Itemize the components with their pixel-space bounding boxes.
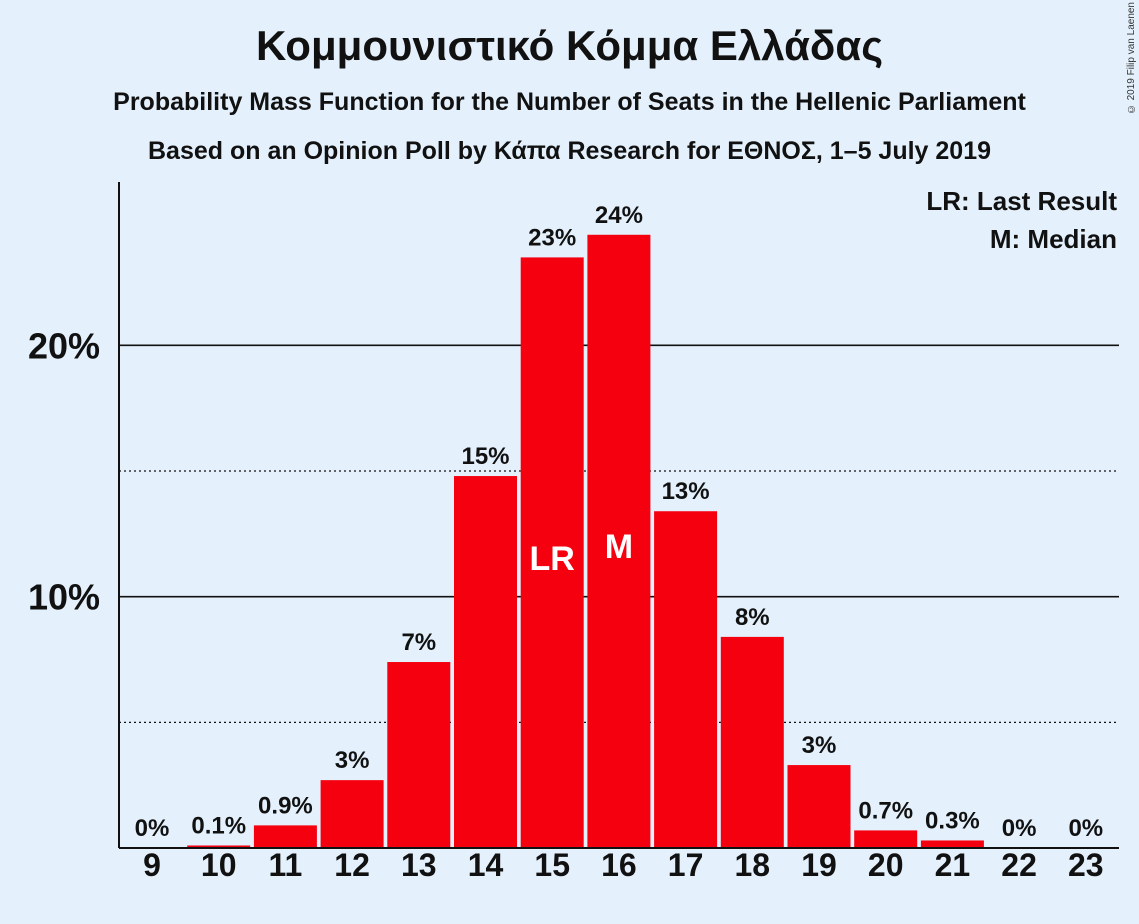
data-label: 24% <box>595 202 643 229</box>
x-tick-label: 9 <box>143 847 161 883</box>
bar-seat-10 <box>187 845 251 848</box>
data-label: 0.9% <box>258 792 313 819</box>
x-tick-label: 17 <box>668 847 704 883</box>
bar-seat-11 <box>253 825 317 848</box>
x-tick-label: 18 <box>735 847 771 883</box>
chart-subtitle: Probability Mass Function for the Number… <box>113 88 1026 116</box>
last-result-marker: LR <box>530 540 575 578</box>
x-tick-label: 20 <box>868 847 904 883</box>
data-label: 13% <box>662 478 710 505</box>
x-tick-label: 13 <box>401 847 437 883</box>
bar-seat-14 <box>454 476 517 848</box>
x-tick-label: 16 <box>601 847 637 883</box>
data-label: 0.7% <box>858 797 913 824</box>
data-label: 0.1% <box>191 812 246 839</box>
x-tick-label: 23 <box>1068 847 1104 883</box>
data-label: 3% <box>335 747 370 774</box>
x-tick-label: 21 <box>935 847 971 883</box>
legend-entry: M: Median <box>990 224 1117 254</box>
data-label: 0% <box>1002 815 1037 842</box>
x-tick-label: 22 <box>1001 847 1037 883</box>
legend-entry: LR: Last Result <box>926 186 1117 216</box>
x-tick-label: 14 <box>468 847 504 883</box>
data-label: 0.3% <box>925 807 980 834</box>
bar-seat-21 <box>920 840 984 848</box>
data-label: 7% <box>401 629 436 656</box>
data-label: 3% <box>802 732 837 759</box>
chart-subtitle-source: Based on an Opinion Poll by Κάπα Researc… <box>147 137 992 165</box>
bar-seat-18 <box>720 636 784 848</box>
y-tick-label: 10% <box>28 577 100 618</box>
x-tick-label: 19 <box>801 847 837 883</box>
x-tick-label: 11 <box>268 847 302 883</box>
data-label: 23% <box>528 224 576 251</box>
y-tick-label: 20% <box>28 325 100 366</box>
data-label: 8% <box>735 604 770 631</box>
x-tick-label: 10 <box>201 847 237 883</box>
chart-title: Κομμουνιστικό Κόμμα Ελλάδας <box>255 22 884 69</box>
x-tick-label: 15 <box>534 847 570 883</box>
bar-seat-15 <box>520 257 584 848</box>
x-tick-label: 12 <box>334 847 370 883</box>
data-label: 0% <box>135 815 170 842</box>
bar-seat-12 <box>320 780 384 848</box>
bar-seat-16 <box>587 234 651 849</box>
bar-seat-20 <box>854 830 918 848</box>
data-label: 15% <box>461 443 509 470</box>
bar-seat-17 <box>654 511 718 848</box>
bar-seat-19 <box>787 765 851 848</box>
data-label: 0% <box>1068 815 1103 842</box>
median-marker: M <box>605 528 633 566</box>
bar-seat-13 <box>387 662 451 848</box>
